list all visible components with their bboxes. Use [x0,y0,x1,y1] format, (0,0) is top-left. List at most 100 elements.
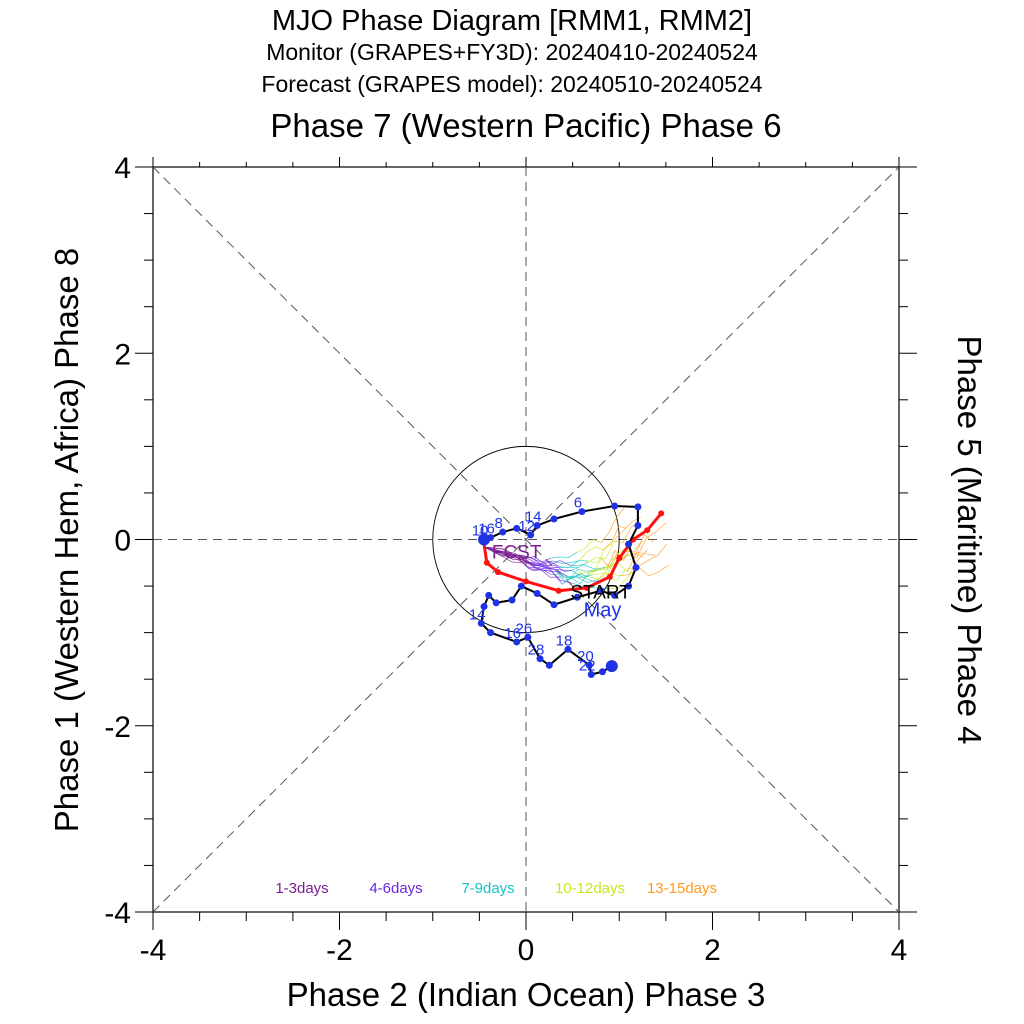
ensemble-member-line [576,568,587,572]
forecast-mean-point [658,510,665,517]
ensemble-member-line [547,567,561,581]
ensemble-member-line [527,566,540,569]
ensemble-member-line [601,558,610,568]
ensemble-member-line [598,573,608,579]
ensemble-member-line [656,522,667,532]
y-tick-label: -2 [104,711,131,744]
ensemble-member-line [539,569,550,572]
ensemble-member-line [658,564,669,573]
observed-point [533,522,541,530]
ensemble-member-line [606,538,616,547]
observed-day-label: 14 [525,509,542,526]
observed-point [634,503,642,511]
ensemble-member-line [559,566,570,568]
ensemble-member-line [538,560,550,565]
y-tick-label: 4 [114,152,131,185]
x-tick-label: 4 [891,934,908,967]
observed-day-label: 16 [504,625,521,642]
observed-day-label: 6 [574,495,582,512]
observed-point [508,596,516,604]
ensemble-member-line [589,576,599,579]
left-axis-label: Phase 1 (Western Hem, Africa) Phase 8 [48,248,85,832]
observed-track-line [553,596,578,606]
observed-day-label: 8 [495,515,503,532]
ensemble-member-line [638,549,648,560]
forecast-mean-line [525,579,560,593]
observed-track-line [567,648,591,667]
ensemble-member-line [644,534,654,543]
observed-day-label: 14 [469,606,486,623]
observed-day-label: 26 [516,620,533,637]
ensemble-member-line [571,570,584,578]
ensemble-member-line [578,560,589,562]
observed-point [487,629,495,637]
forecast-mean-line [497,570,527,583]
ensemble-member-line [518,554,532,565]
legend-entry: 7-9days [461,880,514,897]
ensemble-member-line [615,568,627,581]
ensemble-member-line [588,560,598,564]
ensemble-member-line [570,576,581,585]
observed-point [480,603,488,611]
ensemble-member-line [560,573,570,581]
observed-point [550,515,558,523]
ensemble-member-line [512,561,523,564]
ensemble-member-line [554,569,565,581]
observed-day-label: 28 [528,642,545,659]
observed-point [625,582,633,590]
unit-circle [432,445,620,634]
observed-point [536,655,544,663]
x-tick-label: 0 [518,934,535,967]
ensemble-member-line [594,567,606,570]
forecast-mean-line [646,512,663,532]
y-tick-label: 0 [114,525,131,558]
ensemble-member-line [610,526,620,545]
legend-entry: 4-6days [369,880,422,897]
plot-area: -4 -2 0 2 4-4-2024141626281820226141281610ST… [104,152,917,967]
ensemble-member-line [570,560,579,563]
ensemble-member-line [592,573,603,576]
ensemble-member-line [483,546,504,554]
ensemble-member-line [597,568,609,580]
ensemble-member-line [606,554,617,567]
ensemble-member-line [503,552,519,556]
ensemble-member-line [555,568,567,577]
monitor-subtitle: Monitor (GRAPES+FY3D): 20240410-20240524 [266,39,758,65]
chart-title: MJO Phase Diagram [RMM1, RMM2] [272,5,752,37]
observed-point [533,590,541,598]
phase-divider-line [152,166,900,913]
ensemble-member-line [584,539,594,549]
top-axis-label: Phase 7 (Western Pacific) Phase 6 [270,107,781,144]
observed-track-line [627,543,637,568]
observed-day-label: 22 [579,658,596,675]
observed-point [587,671,595,679]
ensemble-member-line [527,563,540,571]
ensemble-member-line [560,580,573,584]
legend-entry: 13-15days [647,880,717,897]
observed-day-label: 12 [518,518,535,535]
annotation-may: May [584,600,622,622]
ensemble-member-line [505,551,522,560]
ensemble-member-line [543,566,556,570]
ensemble-member-line [617,576,629,589]
observed-day-label: 16 [478,521,495,538]
ensemble-member-line [632,517,641,522]
forecast-mean-line [558,586,587,593]
ensemble-member-line [608,553,618,568]
ensemble-member-line [502,555,517,558]
forecast-start-marker [478,533,491,546]
right-axis-label: Phase 5 (Maritime) Phase 4 [951,335,988,744]
ensemble-member-line [587,579,598,583]
forecast-subtitle: Forecast (GRAPES model): 20240510-202405… [261,71,762,97]
ensemble-member-line [646,530,657,538]
ensemble-member-line [614,540,624,543]
observed-point [513,638,521,646]
ensemble-member-line [638,566,649,577]
ensemble-member-line [527,557,539,565]
observed-point [598,668,606,676]
legend-entry: 1-3days [275,880,328,897]
legend-entry: 10-12days [555,880,625,897]
observed-point [550,601,558,609]
ensemble-member-line [530,557,544,566]
